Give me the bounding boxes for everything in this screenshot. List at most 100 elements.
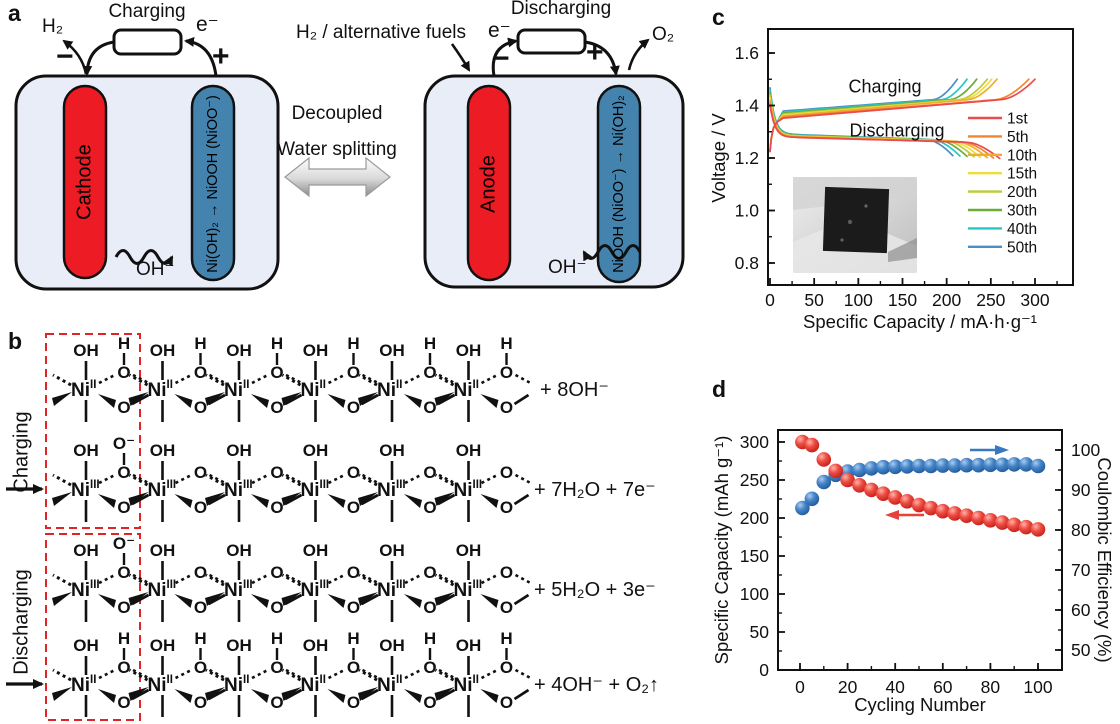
bridge-oxygen-top: O [270, 363, 283, 382]
hash-bond [434, 373, 455, 387]
hash-bond [404, 573, 422, 585]
hash-bond [52, 573, 72, 587]
minus-terminal-right: − [492, 42, 510, 75]
charging-title: Charging [108, 1, 186, 22]
wedge-bond [281, 492, 302, 506]
hash-bond [132, 573, 150, 585]
efficiency-point [899, 459, 915, 474]
nickel-atom: NiIII [377, 479, 406, 501]
bridge-oxygen-bottom: O [500, 693, 513, 712]
bridge-oxygen-bottom: O [500, 498, 513, 517]
nickel-atom: NiII [148, 379, 173, 401]
hash-bond [480, 573, 499, 585]
hash-bond [438, 668, 456, 680]
bridge-oxygen-top: O [117, 463, 130, 482]
superoxide-label: O⁻ [113, 534, 135, 553]
efficiency-point [959, 457, 974, 473]
hash-bond [205, 473, 225, 487]
nickel-atom: NiII [148, 674, 173, 696]
nickel-atom: NiIII [301, 579, 330, 601]
left-hydroxide-wavy-arrow [114, 249, 174, 267]
hash-bond [98, 473, 116, 485]
hash-bond [174, 668, 193, 680]
nickel-atom: NiII [454, 379, 479, 401]
efficiency-point [804, 491, 820, 507]
hydrogen-label: H [424, 334, 436, 353]
right-y-tick-label: 70 [1071, 560, 1091, 580]
hash-bond [438, 373, 456, 385]
hydroxide-label: OH [379, 341, 405, 360]
panel-b-structures: NiIIOHOHONiIIOHOHONiIIOHOHONiIIOHOHONiII… [6, 333, 532, 721]
efficiency-arrow-right [995, 445, 1009, 455]
bridge-oxygen-top: O [500, 563, 513, 582]
capacity-point [935, 503, 951, 519]
bridge-oxygen-bottom: O [423, 498, 436, 517]
hash-bond [251, 373, 269, 385]
discharge-curve-1st [769, 104, 1001, 160]
wedge-bond [251, 394, 269, 408]
hash-bond [174, 573, 193, 585]
hash-bond [132, 668, 150, 680]
hash-bond [361, 473, 379, 485]
electrode-photo-inset [793, 177, 917, 273]
hash-bond [358, 668, 378, 682]
left-y-tick-label: 300 [740, 432, 769, 452]
capacity-point [864, 482, 879, 498]
hash-bond [514, 373, 532, 385]
wedge-bond [98, 689, 116, 703]
nickel-atom: NiII [377, 674, 402, 696]
efficiency-point [852, 462, 867, 478]
x-tick-label: 20 [838, 677, 858, 697]
legend-item-40th: 40th [968, 221, 1037, 238]
bond [513, 593, 530, 606]
wedge-bond [174, 394, 193, 408]
left-y-tick-label: 100 [740, 584, 769, 604]
nickel-atom: NiII [224, 379, 249, 401]
wedge-bond [98, 394, 116, 408]
hash-bond [52, 473, 72, 487]
bridge-oxygen-bottom: O [347, 598, 360, 617]
hash-bond [281, 473, 302, 487]
decoupled-double-arrow [284, 156, 391, 198]
wedge-bond [434, 392, 455, 406]
bridge-oxygen-top: O [423, 563, 436, 582]
hydrogen-evolution-arrow [62, 39, 88, 75]
wedge-bond [404, 394, 422, 408]
bridge-oxygen-top: O [270, 563, 283, 582]
y-tick-label: 1.4 [735, 96, 760, 116]
bridge-oxygen-bottom: O [423, 398, 436, 417]
structure-row-1: NiIIOHOHONiIIOHOHONiIIOHOHONiIIOHOHONiII… [52, 334, 532, 422]
x-tick-label: 200 [932, 290, 961, 310]
wedge-bond [205, 492, 225, 506]
structure-row-2: NiIIIOHOO⁻ONiIIIOHOONiIIIOHOONiIIIOHOONi… [52, 434, 532, 522]
hash-bond [281, 373, 302, 387]
hydroxide-label: OH [226, 636, 252, 655]
hash-bond [404, 473, 422, 485]
voltage-axis-label: Voltage / V [708, 113, 729, 203]
nickel-atom: NiII [454, 674, 479, 696]
cycling-number-axis-label: Cycling Number [854, 694, 986, 715]
capacity-series [795, 434, 1046, 537]
legend-label-10th: 10th [1007, 147, 1037, 164]
hydroxide-label: OH [303, 636, 329, 655]
hydrogen-label: H [118, 629, 130, 648]
legend-label-15th: 15th [1007, 166, 1037, 183]
hydroxide-label: OH [226, 441, 252, 460]
hash-bond [327, 668, 346, 680]
hash-bond [205, 573, 225, 587]
bridge-oxygen-bottom: O [270, 598, 283, 617]
left-nickel-electrode [190, 84, 236, 282]
speckle [864, 204, 868, 208]
hash-bond [128, 473, 149, 487]
right-hydroxide-wavy-arrow [582, 244, 642, 262]
hydroxide-ion-right: OH⁻ [548, 257, 587, 278]
wedge-bond [128, 592, 149, 606]
x-tick-label: 0 [795, 677, 805, 697]
bridge-oxygen-bottom: O [194, 693, 207, 712]
right-anode-electrode [466, 84, 512, 282]
bridge-oxygen-top: O [500, 463, 513, 482]
bond [513, 688, 530, 701]
capacity-point [971, 510, 986, 526]
capacity-point [828, 463, 843, 479]
hash-bond [128, 668, 149, 682]
